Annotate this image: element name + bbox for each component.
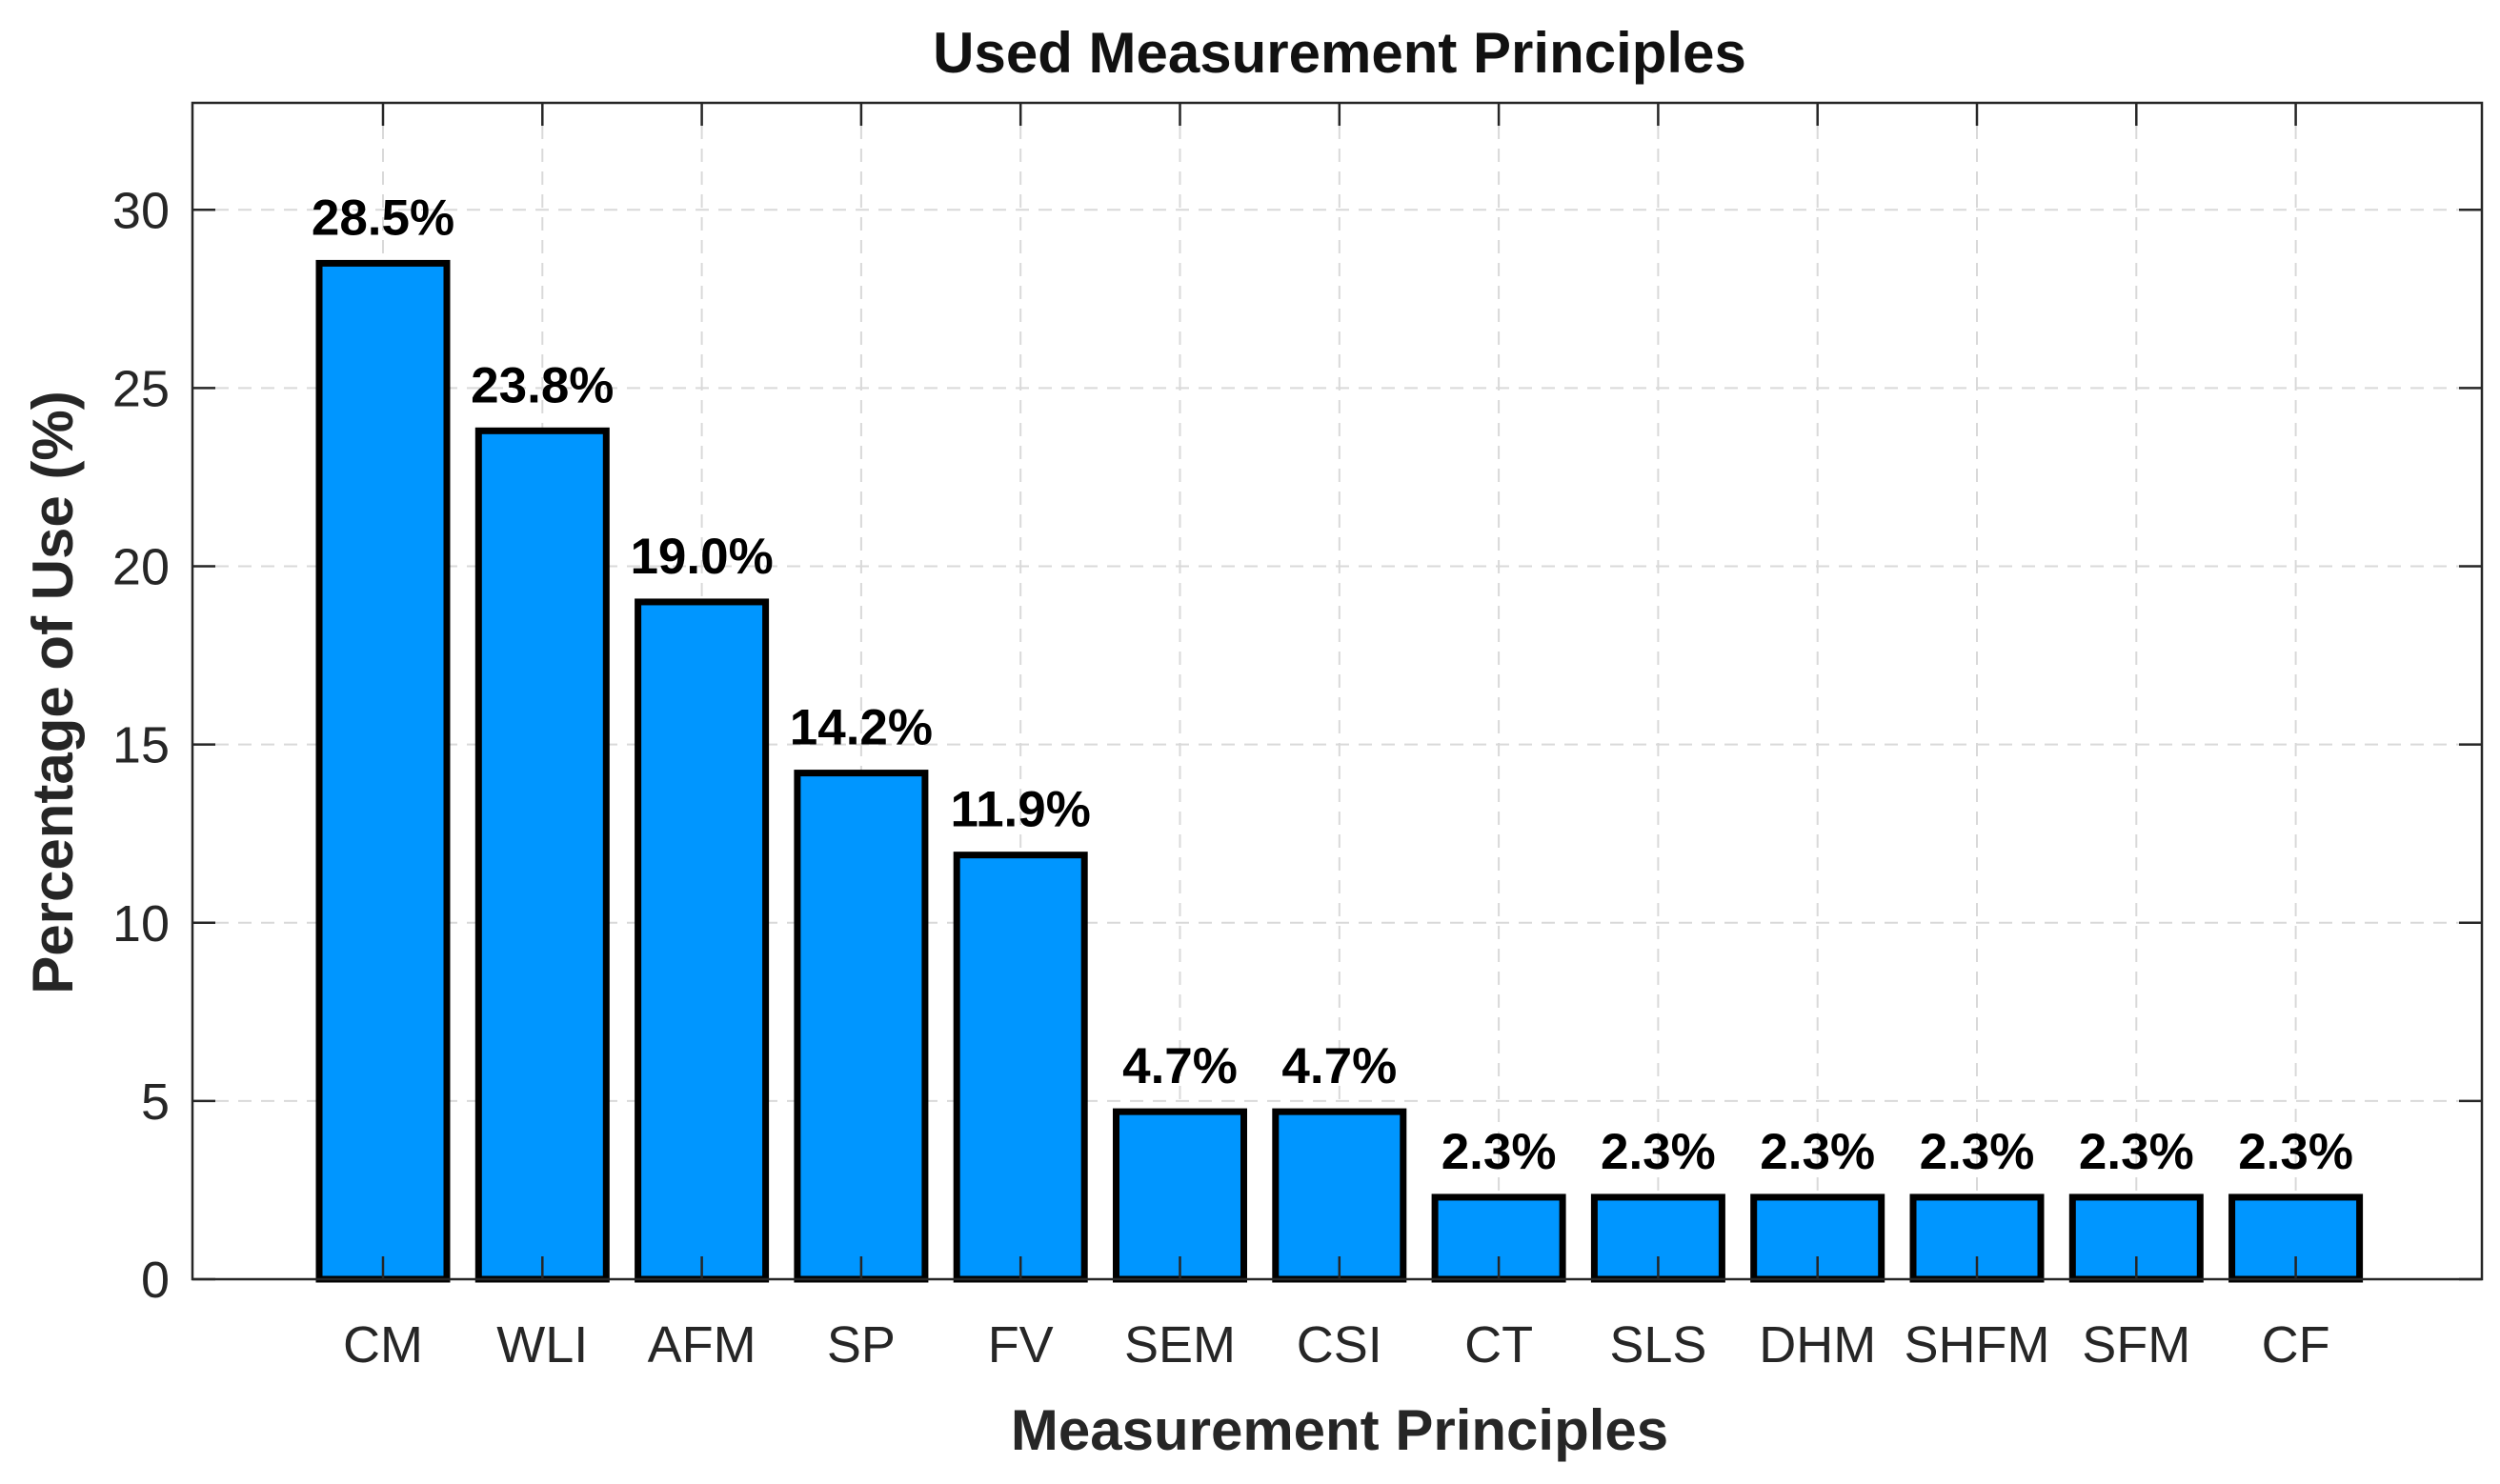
bar-cm — [315, 259, 451, 1283]
x-tick-label: SLS — [1609, 1316, 1706, 1374]
x-tick-label: WLI — [496, 1316, 588, 1374]
y-tick-label: 5 — [141, 1073, 170, 1131]
data-label: 2.3% — [2079, 1124, 2194, 1180]
x-tick-label: DHM — [1759, 1316, 1876, 1374]
y-tick-label: 10 — [112, 895, 170, 953]
bar-data-labels: 28.5% 23.8% 19.0% 14.2% 11.9% 4.7% 4.7% 2.3% 2.3… — [312, 190, 2353, 1180]
bars — [315, 259, 2364, 1283]
bar-wli — [474, 427, 610, 1283]
plot-area-border — [191, 101, 2484, 1281]
grid-lines — [192, 103, 2482, 1279]
x-tick-label: CM — [343, 1316, 423, 1374]
data-label: 28.5% — [312, 190, 454, 246]
bar-sem — [1113, 1108, 1247, 1283]
bar-csi — [1272, 1108, 1407, 1283]
x-tick-label: AFM — [648, 1316, 756, 1374]
x-tick-label: SP — [827, 1316, 896, 1374]
data-label: 19.0% — [630, 529, 773, 585]
y-tick-label: 30 — [112, 182, 170, 239]
data-label: 2.3% — [1760, 1124, 1875, 1180]
x-tick-label: CSI — [1297, 1316, 1382, 1374]
y-tick-labels: 0 5 10 15 20 25 30 — [112, 182, 170, 1309]
bar-sp — [794, 770, 929, 1283]
x-tick-label: CF — [2262, 1316, 2330, 1374]
bar-fv — [953, 852, 1088, 1283]
y-tick-label: 25 — [112, 360, 170, 417]
tick-marks — [192, 103, 2482, 1281]
y-tick-label: 0 — [141, 1252, 170, 1309]
x-tick-label: CT — [1464, 1316, 1533, 1374]
data-label: 11.9% — [951, 782, 1091, 838]
x-tick-label: FV — [988, 1316, 1054, 1374]
x-tick-label: SHFM — [1905, 1316, 2050, 1374]
data-label: 2.3% — [1920, 1124, 2035, 1180]
y-tick-label: 20 — [112, 539, 170, 596]
data-label: 14.2% — [790, 700, 933, 756]
x-tick-label: SEM — [1124, 1316, 1236, 1374]
data-label: 23.8% — [471, 357, 614, 413]
x-axis-label: Measurement Principles — [1011, 1398, 1668, 1462]
data-label: 2.3% — [1442, 1124, 1557, 1180]
data-label: 2.3% — [2238, 1124, 2353, 1180]
data-label: 4.7% — [1281, 1038, 1397, 1094]
x-tick-labels: CM WLI AFM SP FV SEM CSI CT SLS DHM SHFM SFM CF — [343, 1316, 2330, 1374]
bar-afm — [635, 598, 770, 1283]
y-axis-label: Percentage of Use (%) — [21, 391, 85, 994]
data-label: 2.3% — [1601, 1124, 1716, 1180]
y-tick-label: 15 — [112, 717, 170, 774]
x-tick-label: SFM — [2082, 1316, 2190, 1374]
data-label: 4.7% — [1122, 1038, 1238, 1094]
chart-title: Used Measurement Principles — [933, 21, 1746, 85]
